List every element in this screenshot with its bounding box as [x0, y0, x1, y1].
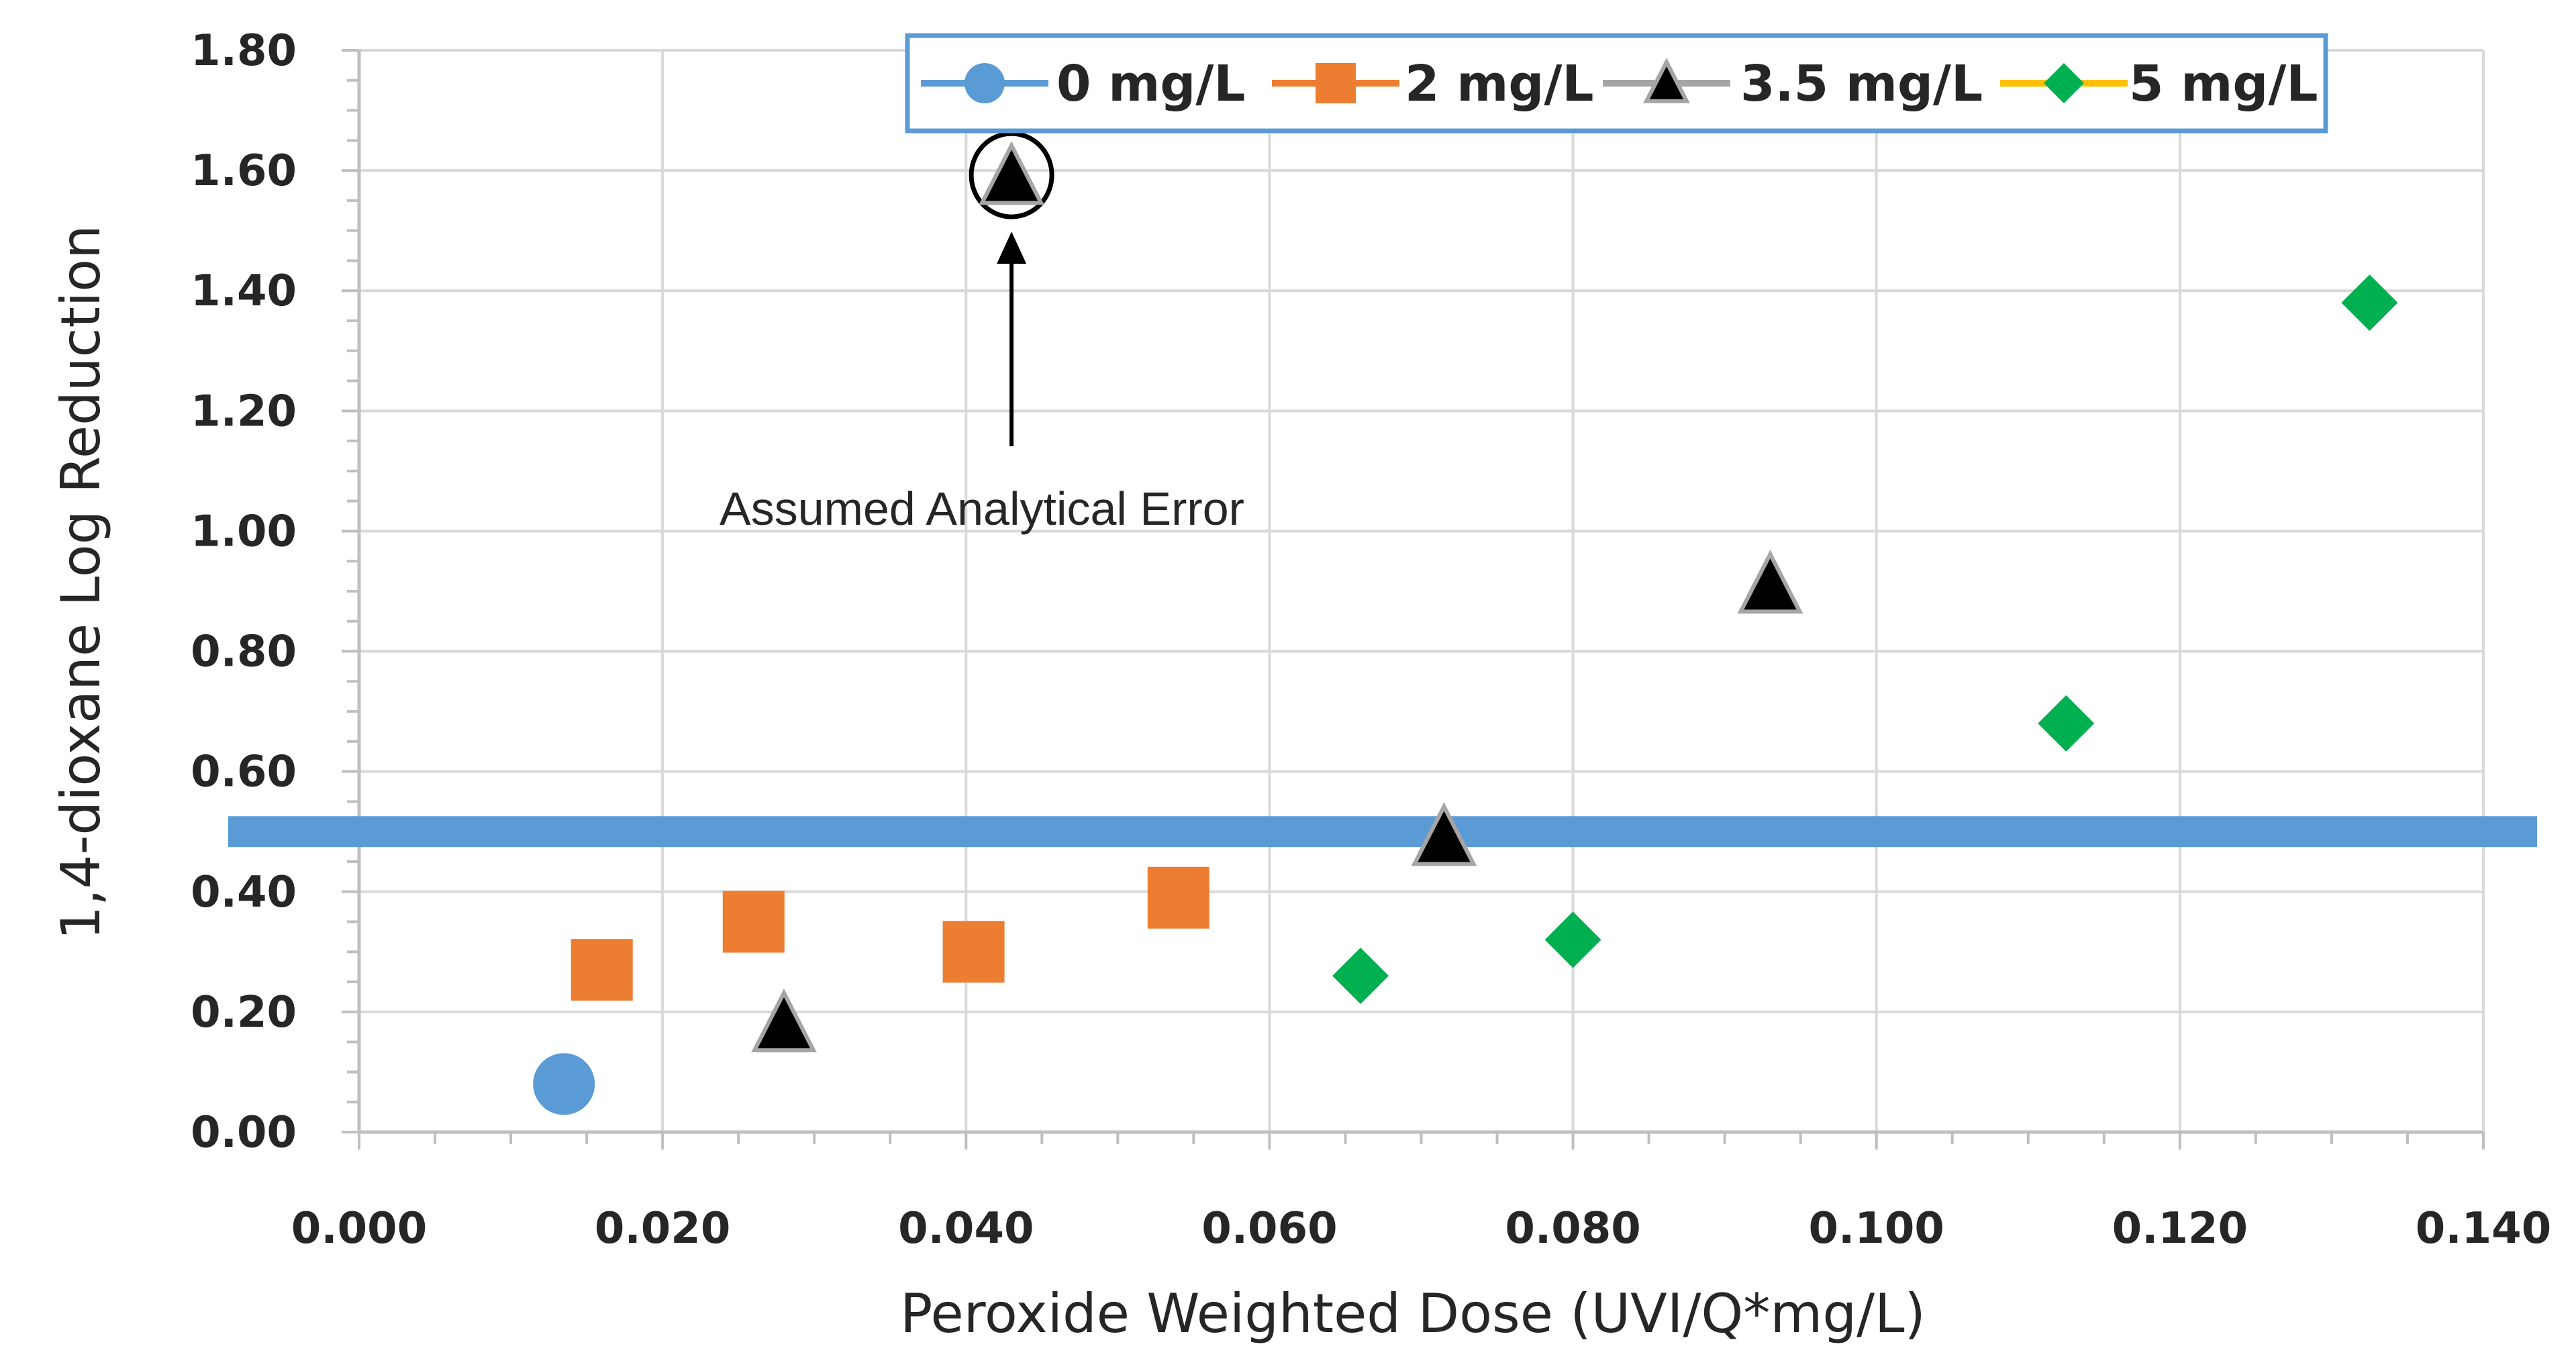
data-points — [533, 141, 2398, 1115]
data-point-square — [571, 939, 633, 1001]
data-point-square — [1147, 866, 1209, 929]
annotation-label: Assumed Analytical Error — [720, 483, 1244, 535]
x-tick-label: 0.060 — [1201, 1204, 1337, 1254]
data-point-square — [722, 891, 785, 953]
annotation-arrowhead — [997, 232, 1027, 264]
axes: 0.000 0.020 0.040 0.060 0.080 0.100 0.120 0.140… — [191, 26, 2551, 1254]
y-tick-label: 0.80 — [191, 627, 297, 677]
x-tick-label: 0.020 — [595, 1204, 730, 1254]
y-tick-label: 0.20 — [191, 988, 297, 1037]
legend: 0 mg/L 2 mg/L 3.5 mg/L 5 mg/L — [905, 33, 2328, 134]
data-point-diamond — [1332, 948, 1389, 1005]
y-tick-label: 1.60 — [191, 146, 297, 196]
data-point-circle — [533, 1053, 595, 1115]
annotation-layer: Assumed Analytical Error — [720, 131, 1244, 535]
data-point-triangle — [751, 988, 817, 1053]
gridlines — [359, 49, 2485, 1132]
x-tick-label: 0.040 — [898, 1204, 1034, 1254]
data-point-diamond — [2038, 695, 2095, 752]
legend-swatch-marker — [964, 63, 1005, 103]
data-point-triangle — [1737, 550, 1803, 614]
data-point-square — [942, 921, 1005, 983]
legend-swatch-marker — [2044, 63, 2084, 103]
data-point-diamond — [2341, 274, 2398, 332]
data-point-diamond — [1544, 911, 1601, 968]
x-tick-label: 0.080 — [1505, 1204, 1640, 1254]
legend-label: 5 mg/L — [2129, 55, 2318, 113]
y-tick-label: 0.40 — [191, 868, 297, 917]
x-tick-label: 0.100 — [1808, 1204, 1944, 1254]
legend-label: 0 mg/L — [1056, 55, 1246, 113]
y-tick-label: 1.40 — [191, 266, 297, 316]
legend-swatch-marker — [1316, 63, 1356, 103]
y-tick-label: 0.00 — [191, 1108, 297, 1158]
x-tick-label: 0.120 — [2112, 1204, 2248, 1254]
legend-label: 3.5 mg/L — [1740, 55, 1983, 113]
y-tick-label: 1.80 — [191, 26, 297, 76]
annotation-circle — [969, 131, 1054, 219]
y-tick-label: 0.60 — [191, 748, 297, 797]
x-tick-label: 0.000 — [291, 1204, 427, 1254]
legend-label: 2 mg/L — [1405, 55, 1594, 113]
data-point-triangle — [979, 141, 1045, 205]
y-tick-label: 1.20 — [191, 387, 297, 436]
data-point-triangle — [1411, 802, 1477, 866]
y-axis-title: 1,4-dioxane Log Reduction — [50, 225, 112, 940]
y-tick-label: 1.00 — [191, 507, 297, 556]
legend-swatch-marker — [1643, 57, 1690, 103]
x-tick-label: 0.140 — [2416, 1204, 2551, 1254]
x-axis-title: Peroxide Weighted Dose (UVI/Q*mg/L) — [900, 1282, 1926, 1345]
